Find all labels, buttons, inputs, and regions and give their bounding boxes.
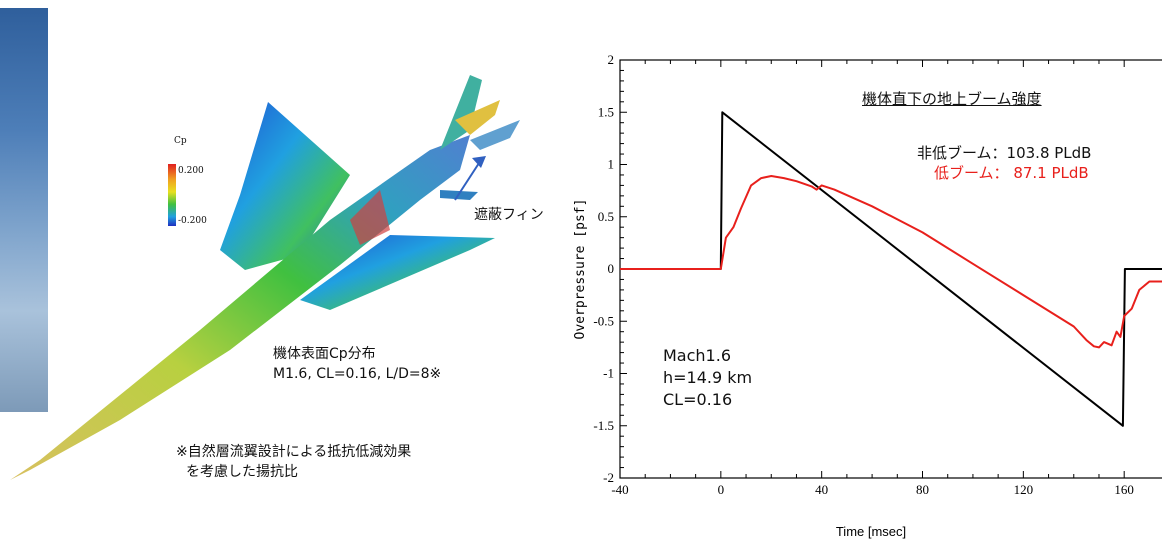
ld-note-line2: を考慮した揚抗比 — [186, 464, 298, 480]
y-tick-label: -1 — [603, 366, 614, 381]
cp-colorbar — [168, 164, 176, 226]
chart-lines — [620, 111, 1162, 427]
flight-conditions: Mach1.6 h=14.9 km CL=0.16 — [663, 345, 752, 411]
fin-pointer-arrow — [454, 159, 482, 201]
x-tick-label: 160 — [1114, 482, 1134, 497]
x-tick-label: -40 — [611, 482, 628, 497]
boom-signature-chart: -40 0 40 80 120 160 -2 -1.5 -1 -0.5 0 0.5 1 1.5 2 Time… — [573, 52, 1162, 539]
ld-note: ※自然層流翼設計による抵抗低減効果 を考慮した揚抗比 — [176, 442, 411, 482]
x-tick-label: 80 — [916, 482, 929, 497]
low-boom-line — [620, 175, 1162, 349]
sky-photo — [0, 8, 48, 412]
cp-caption: 機体表面Cp分布 M1.6, CL=0.16, L/D=8※ — [273, 344, 441, 384]
aircraft-cp-render — [10, 75, 520, 480]
ld-note-line1: ※自然層流翼設計による抵抗低減効果 — [176, 444, 412, 460]
boom-strength-title: 機体直下の地上ブーム強度 — [862, 90, 1042, 108]
y-tick-label: 0.5 — [598, 209, 614, 224]
x-tick-label: 120 — [1014, 482, 1034, 497]
y-tick-label: -2 — [603, 470, 614, 485]
cp-legend-min: -0.200 — [178, 216, 207, 226]
y-tick-label: 2 — [608, 52, 615, 67]
chart-ticks: -40 0 40 80 120 160 -2 -1.5 -1 -0.5 0 0.5 1 1.5 2 — [593, 52, 1134, 497]
y-axis-label: Overpressure [psf] — [573, 199, 588, 340]
cp-caption-line1: 機体表面Cp分布 — [273, 346, 376, 362]
y-tick-label: -0.5 — [593, 313, 614, 328]
y-tick-label: -1.5 — [593, 418, 614, 433]
nonlow-boom-value: 非低ブーム：103.8 PLdB — [917, 144, 1092, 162]
cp-legend-max: 0.200 — [178, 166, 204, 176]
condition-altitude: h=14.9 km — [663, 368, 753, 387]
y-tick-label: 1 — [608, 157, 615, 172]
condition-cl: CL=0.16 — [663, 390, 733, 409]
fin-label: 遮蔽フィン — [474, 207, 544, 223]
condition-mach: Mach1.6 — [663, 346, 731, 365]
x-tick-label: 40 — [815, 482, 828, 497]
low-boom-value: 低ブーム： 87.1 PLdB — [934, 164, 1089, 182]
x-tick-label: 0 — [718, 482, 725, 497]
y-tick-label: 0 — [608, 261, 615, 276]
y-tick-label: 1.5 — [598, 104, 614, 119]
cp-legend-title: Cp — [174, 136, 187, 146]
x-axis-label: Time [msec] — [836, 524, 906, 539]
cp-caption-line2: M1.6, CL=0.16, L/D=8※ — [273, 366, 442, 382]
